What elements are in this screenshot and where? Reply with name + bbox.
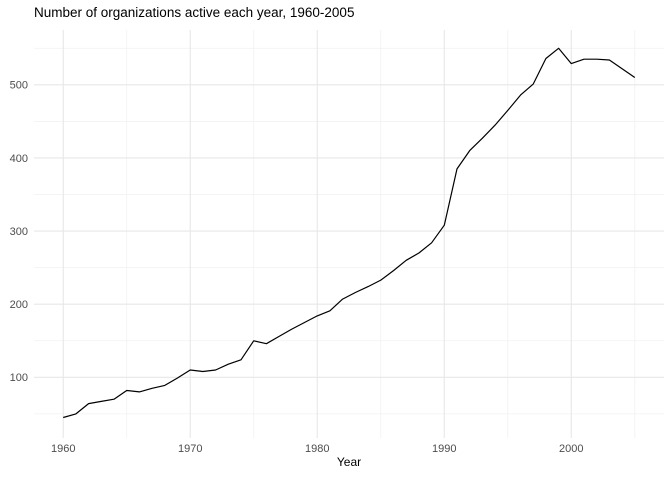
x-tick-label: 1990 <box>432 443 456 455</box>
x-tick-label: 1980 <box>305 443 329 455</box>
x-axis-title: Year <box>336 455 362 469</box>
y-tick-label: 200 <box>10 299 28 311</box>
x-tick-label: 1970 <box>178 443 202 455</box>
x-tick-label: 1960 <box>51 443 75 455</box>
data-series-line <box>63 47 636 419</box>
y-tick-label: 300 <box>10 226 28 238</box>
chart-title: Number of organizations active each year… <box>34 5 355 20</box>
y-tick-label: 400 <box>10 153 28 165</box>
y-tick-label: 100 <box>10 372 28 384</box>
y-tick-label: 500 <box>10 80 28 92</box>
x-tick-label: 2000 <box>559 443 583 455</box>
